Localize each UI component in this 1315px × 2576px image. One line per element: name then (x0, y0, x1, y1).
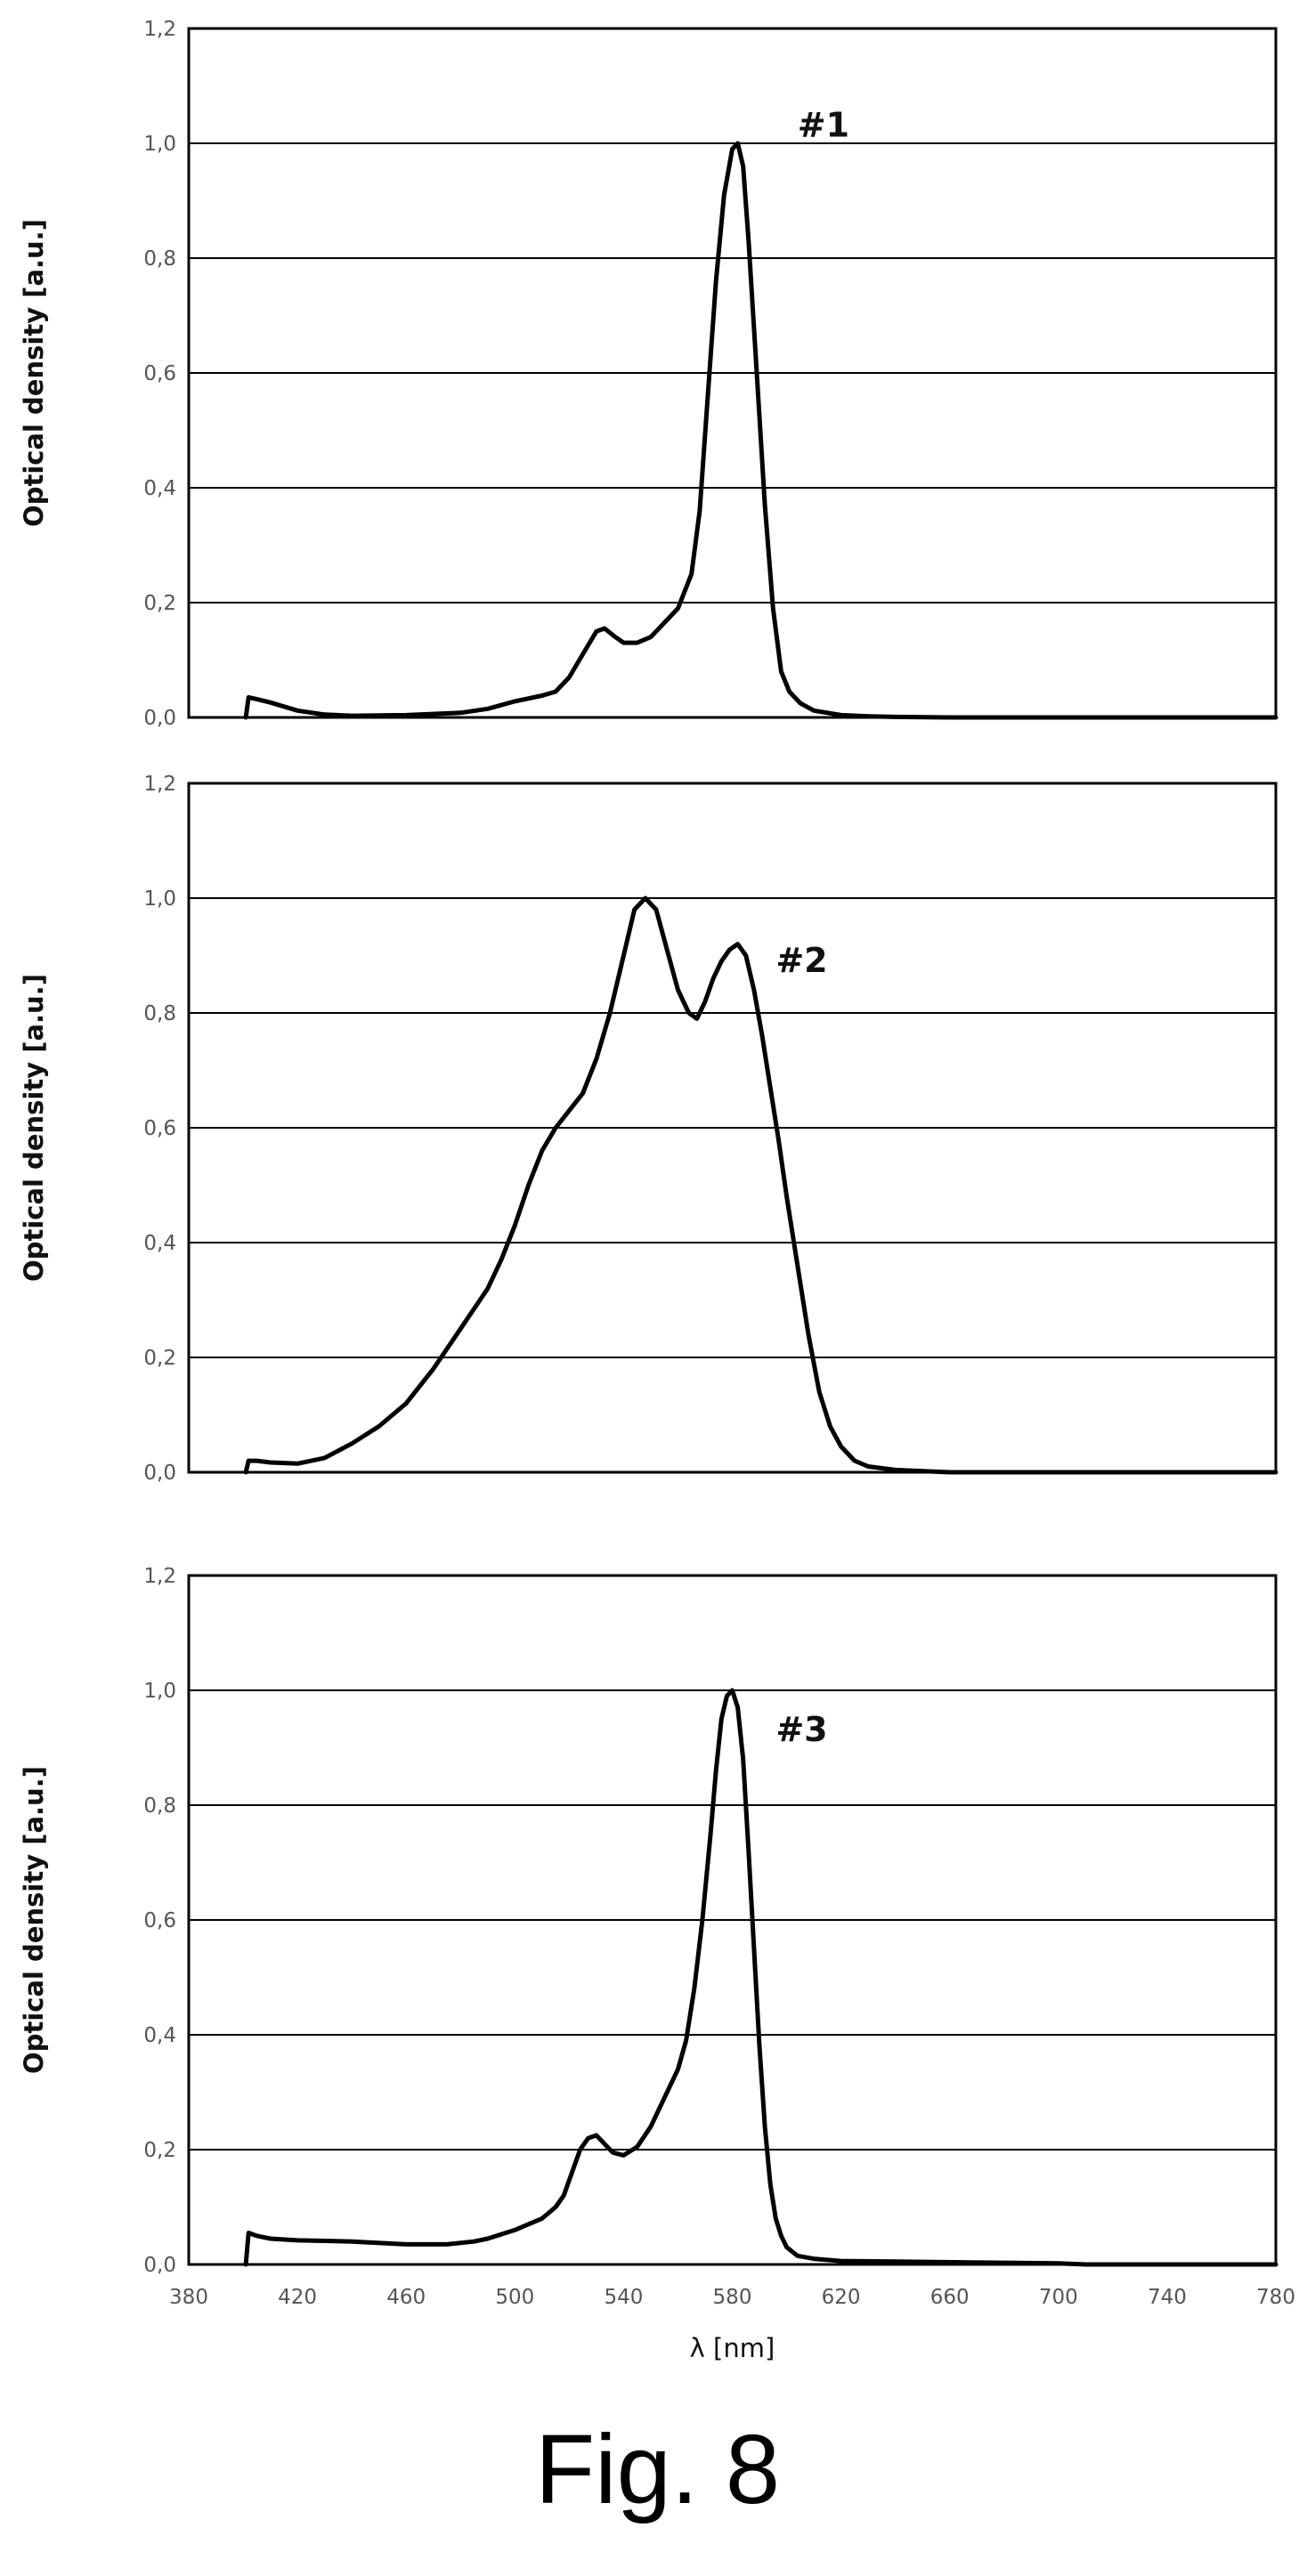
y-tick-label: 0,4 (143, 1232, 176, 1255)
x-tick-label: 620 (822, 2286, 861, 2309)
plot-frame (187, 1574, 1278, 2266)
y-tick-label: 1,0 (143, 887, 176, 911)
y-tick-label: 0,6 (143, 1117, 176, 1140)
x-tick-label: 380 (169, 2286, 208, 2309)
figure-caption: Fig. 8 (534, 2415, 781, 2524)
y-tick-label: 1,2 (143, 773, 176, 796)
x-tick-label: 420 (278, 2286, 317, 2309)
y-tick-label: 1,0 (143, 1680, 176, 1703)
y-tick-label: 1,2 (143, 18, 176, 41)
y-tick-label: 0,6 (143, 1909, 176, 1932)
y-tick-label: 0,2 (143, 2139, 176, 2162)
x-tick-label: 580 (713, 2286, 752, 2309)
chart-panel-3: 0,0 0,2 0,4 0,6 0,8 1,0 1,2 380 420 460 500 540 580 6… (19, 1565, 1295, 2363)
y-tick-label: 0,2 (143, 592, 176, 615)
series-line-1 (243, 895, 1278, 1475)
x-tick-label: 500 (495, 2286, 534, 2309)
y-tick-label: 0,8 (143, 1002, 176, 1025)
x-tick-label: 660 (930, 2286, 970, 2309)
y-tick-label: 0,0 (143, 1462, 176, 1485)
y-tick-label: 0,4 (143, 2024, 176, 2047)
y-tick-label: 0,8 (143, 247, 176, 271)
y-axis-label: Optical density [a.u.] (19, 219, 49, 527)
y-axis-label: Optical density [a.u.] (19, 974, 49, 1282)
x-axis-label: λ [nm] (690, 2333, 775, 2363)
y-tick-label: 0,4 (143, 477, 176, 500)
x-tick-label: 700 (1039, 2286, 1078, 2309)
panel-label: #1 (798, 106, 849, 145)
y-tick-label: 0,2 (143, 1347, 176, 1370)
chart-panel-2: 0,0 0,2 0,4 0,6 0,8 1,0 1,2 Optical density [a.… (19, 773, 1278, 1485)
chart-panel-1: 0,0 0,2 0,4 0,6 0,8 1,0 1,2 Optical density [a.… (19, 18, 1278, 730)
x-tick-label: 540 (604, 2286, 643, 2309)
y-tick-label: 0,0 (143, 2254, 176, 2277)
y-tick-label: 1,0 (143, 133, 176, 156)
plot-frame (187, 782, 1278, 1474)
y-tick-label: 0,0 (143, 707, 176, 730)
series-line-1 (243, 141, 1278, 720)
y-tick-label: 1,2 (143, 1565, 176, 1588)
y-axis-label: Optical density [a.u.] (19, 1766, 49, 2074)
x-tick-label: 740 (1148, 2286, 1187, 2309)
series-line-1 (243, 1688, 1278, 2267)
x-tick-label: 460 (386, 2286, 426, 2309)
y-tick-label: 0,6 (143, 362, 176, 385)
panel-label: #3 (775, 1710, 827, 1749)
x-tick-label: 780 (1256, 2286, 1295, 2309)
plot-frame (187, 27, 1278, 719)
y-tick-label: 0,8 (143, 1794, 176, 1818)
panel-label: #2 (775, 941, 827, 980)
